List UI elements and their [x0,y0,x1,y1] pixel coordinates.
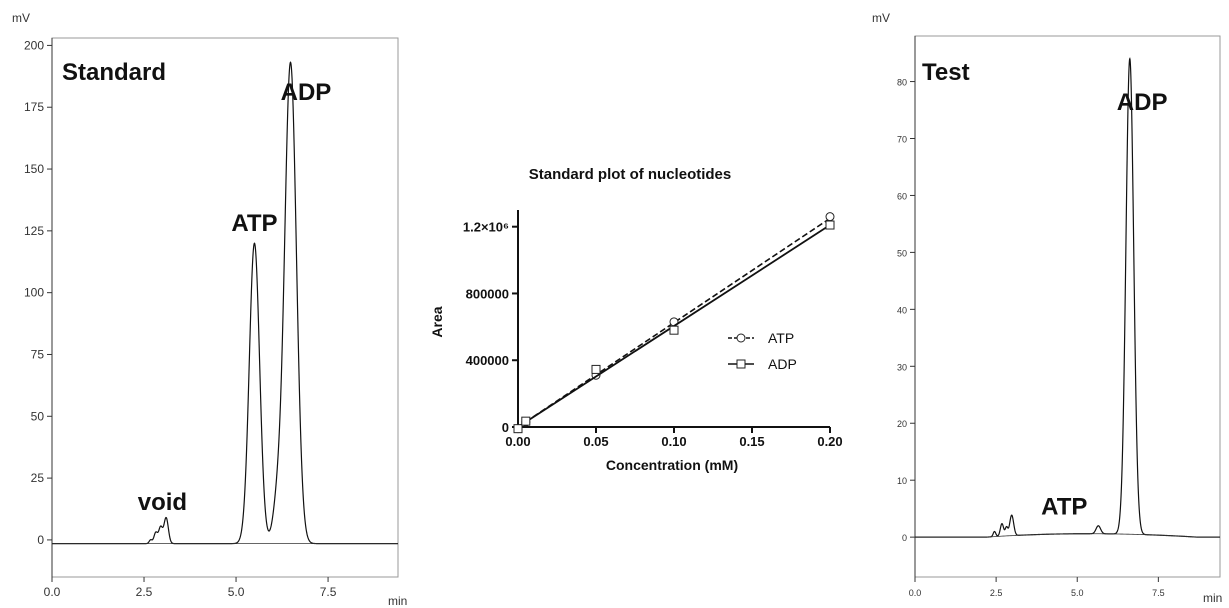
y-tick-label: 75 [31,347,45,361]
data-point-adp [521,416,531,426]
x-tick-label: 5.0 [228,585,245,599]
y-tick-label: 10 [897,476,907,486]
panel-label: Test [922,59,970,86]
y-axis: 0 10 20 30 40 50 60 70 80 [897,36,916,577]
x-tick-label: 0.0 [44,585,61,599]
panel-label: Standard [62,59,166,86]
plot-frame [51,37,399,578]
data-point-adp [825,220,835,230]
y-tick-label: 20 [897,419,907,429]
legend-label-adp: ADP [768,356,797,372]
x-unit-label: min [388,594,407,608]
y-tick-label: 0 [502,420,509,435]
peak-label-atp: ATP [231,210,277,237]
legend-label-atp: ATP [768,330,794,346]
y-tick-label: 25 [31,471,45,485]
peak-label-void: void [138,489,187,516]
y-tick-label: 70 [897,135,907,145]
y-unit-label: mV [12,11,30,25]
integration-baseline [915,533,1220,538]
y-tick-label: 60 [897,191,907,201]
y-tick-label: 175 [24,100,44,114]
chart-title: Standard plot of nucleotides [529,166,732,183]
x-axis: 0.0 2.5 5.0 7.5 [44,577,337,599]
y-tick-label: 125 [24,224,44,238]
x-tick-label: 7.5 [1152,588,1165,598]
y-tick-label: 1.2×10⁶ [463,220,509,235]
x-tick-label: 0.20 [817,434,842,449]
y-tick-label: 0 [37,533,44,547]
data-point-adp [669,325,679,335]
standard-plot: Standard plot of nucleotides 0 400000 8000… [429,166,843,473]
y-tick-label: 40 [897,305,907,315]
x-tick-label: 0.10 [661,434,686,449]
chromatogram-trace [915,57,1220,538]
x-tick-label: 2.5 [990,588,1003,598]
y-axis: 0 25 50 75 100 125 150 175 200 [24,38,53,577]
y-tick-label: 150 [24,162,44,176]
x-axis-title: Concentration (mM) [606,457,738,473]
test-chromatogram: mV min Test 0 10 20 30 40 50 60 70 80 0.0 2.5 5.0 7… [872,11,1222,605]
peak-label-adp: ADP [281,79,332,106]
x-axis: 0.0 2.5 5.0 7.5 [909,577,1165,598]
y-tick-label: 100 [24,286,44,300]
y-unit-label: mV [872,11,890,25]
peak-label-adp: ADP [1117,89,1168,116]
x-tick-label: 7.5 [320,585,337,599]
x-tick-label: 5.0 [1071,588,1084,598]
x-tick-label: 0.15 [739,434,764,449]
peak-label-atp: ATP [1041,493,1087,520]
y-tick-label: 0 [902,533,907,543]
y-tick-label: 50 [31,409,45,423]
y-tick-label: 80 [897,78,907,88]
y-tick-label: 50 [897,248,907,258]
data-point-adp [513,424,523,434]
x-unit-label: min [1203,591,1222,605]
data-point-adp [591,364,601,374]
x-tick-label: 0.00 [505,434,530,449]
y-tick-label: 800000 [466,286,509,301]
y-tick-label: 400000 [466,353,509,368]
standard-chromatogram: mV min Standard 0 25 50 75 100 125 150 175 200 0… [12,11,407,608]
legend-marker-atp [736,333,746,343]
data-point-atp [825,212,835,222]
series-adp [513,220,835,434]
legend: ATP ADP [728,330,797,372]
legend-marker-adp [736,359,746,369]
x-tick-label: 0.05 [583,434,608,449]
y-axis-title: Area [429,306,445,337]
y-tick-label: 200 [24,38,44,52]
chromatogram-trace [52,61,398,545]
y-tick-label: 30 [897,362,907,372]
x-tick-label: 0.0 [909,588,922,598]
series-atp [513,212,835,434]
x-tick-label: 2.5 [136,585,153,599]
